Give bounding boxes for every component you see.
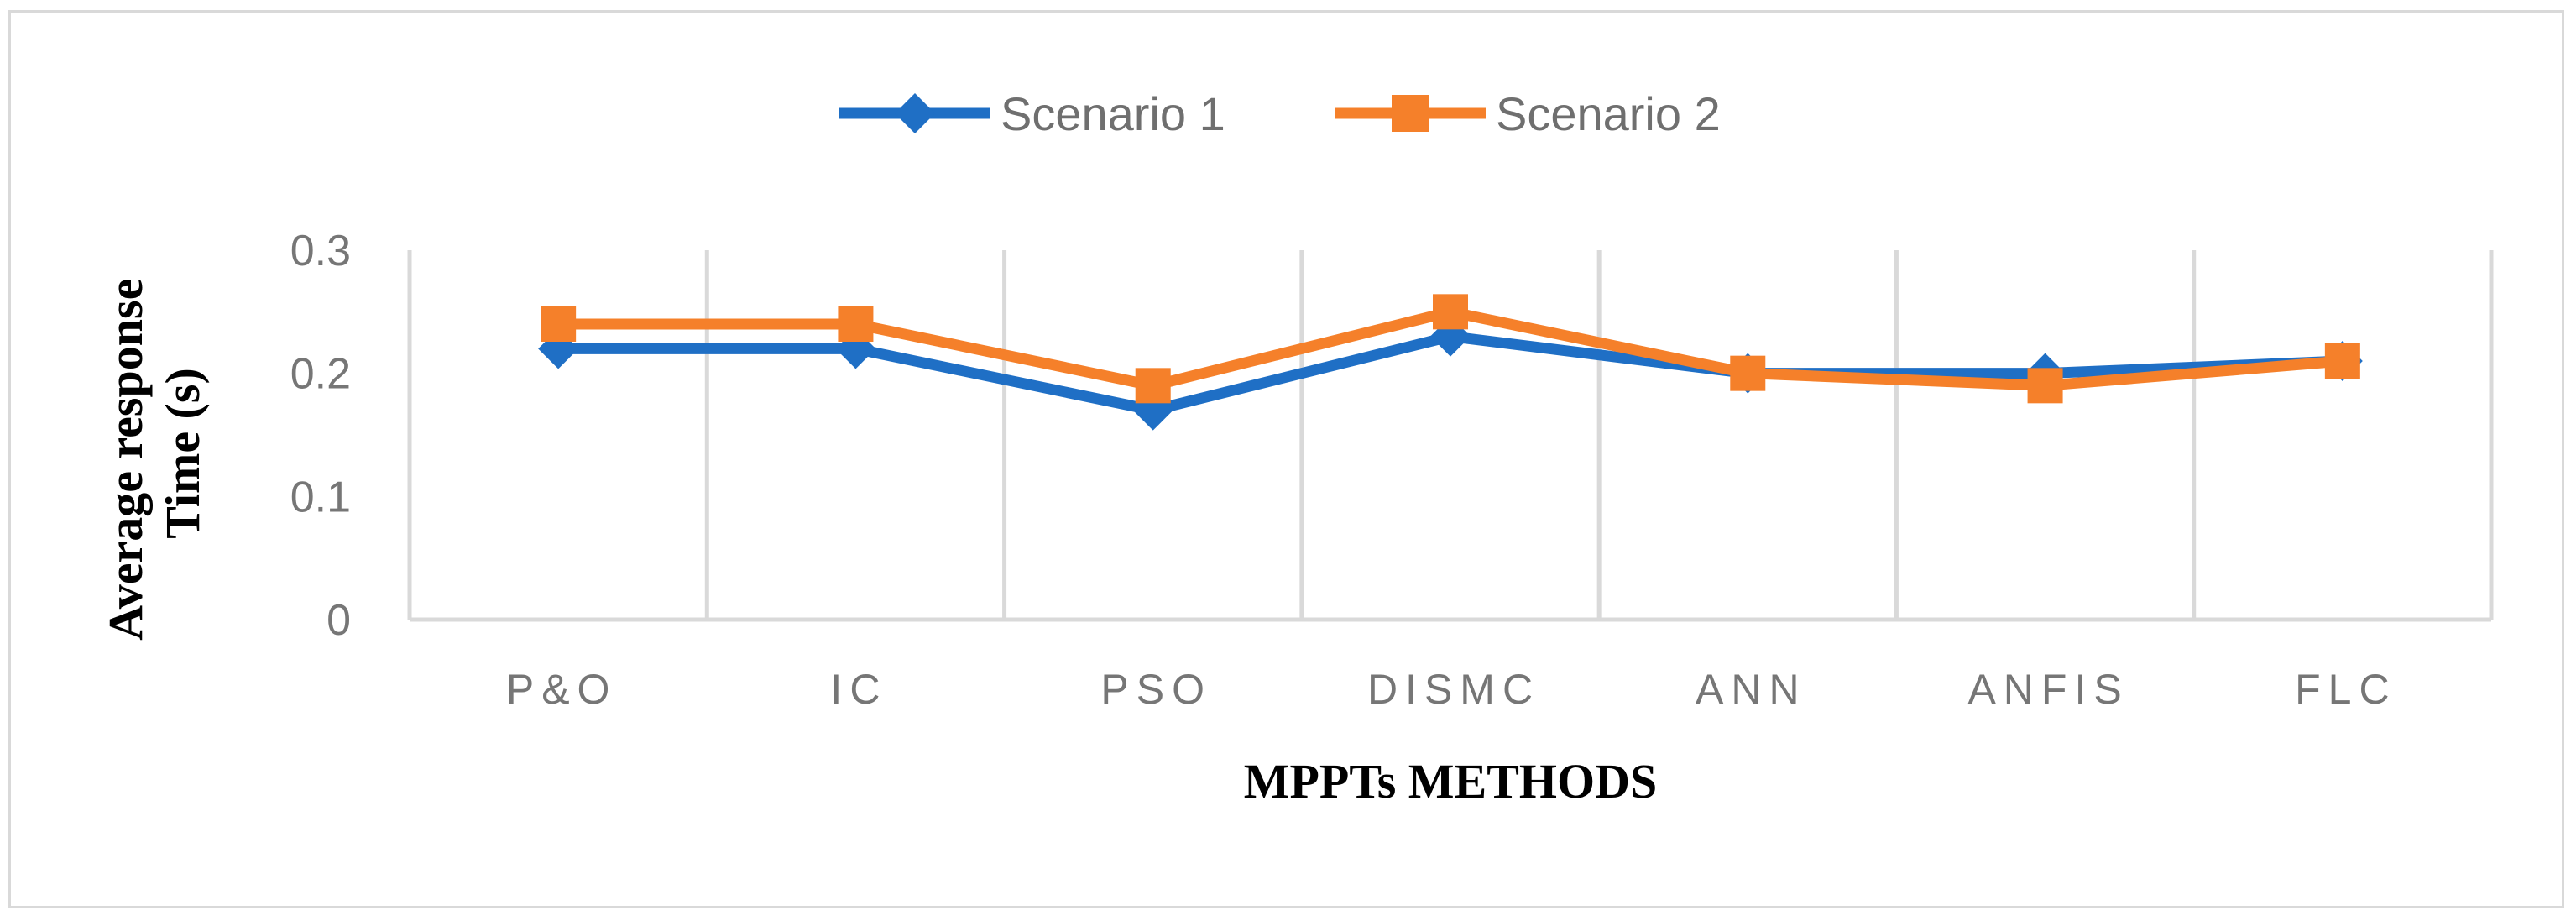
x-axis-title: MPPTs METHODS xyxy=(1244,754,1658,808)
legend-item: Scenario 1 xyxy=(839,87,1225,140)
x-tick-labels: P&O IC PSO DISMC ANN ANFIS FLC xyxy=(506,666,2396,713)
chart-frame xyxy=(8,10,2564,908)
y-axis-title-line-1: Average response xyxy=(98,279,153,641)
y-tick-label: 0 xyxy=(327,596,351,645)
x-tick-label: DISMC xyxy=(1367,666,1540,713)
data-point xyxy=(541,306,577,342)
x-tick-label: IC xyxy=(830,666,887,713)
legend-label: Scenario 1 xyxy=(1001,87,1225,140)
series-layer xyxy=(538,294,2363,431)
gridlines xyxy=(407,250,2494,620)
legend-marker xyxy=(1392,95,1429,132)
data-point xyxy=(1135,368,1171,404)
x-tick-label: ANFIS xyxy=(1967,666,2129,713)
legend-marker xyxy=(895,93,935,133)
legend: Scenario 1 Scenario 2 xyxy=(839,87,1721,140)
x-tick-label: ANN xyxy=(1696,666,1807,713)
y-tick-label: 0.2 xyxy=(290,350,351,399)
series-2 xyxy=(541,294,2360,404)
y-axis-title-line-2: Time (s) xyxy=(155,368,210,539)
x-tick-label: P&O xyxy=(506,666,618,713)
data-point xyxy=(2324,343,2360,379)
data-point xyxy=(1433,294,1468,330)
x-tick-label: PSO xyxy=(1100,666,1212,713)
y-axis-title: Average response Time (s) xyxy=(98,266,210,641)
y-tick-label: 0.3 xyxy=(290,227,351,275)
data-point xyxy=(1730,355,1766,391)
series-1 xyxy=(538,316,2363,431)
x-tick-label: FLC xyxy=(2295,666,2396,713)
data-point xyxy=(838,306,874,342)
legend-item: Scenario 2 xyxy=(1335,87,1721,140)
legend-label: Scenario 2 xyxy=(1496,87,1721,140)
y-tick-label: 0.1 xyxy=(290,473,351,521)
y-tick-labels: 0 0.1 0.2 0.3 xyxy=(290,227,351,645)
data-point xyxy=(2027,368,2063,404)
